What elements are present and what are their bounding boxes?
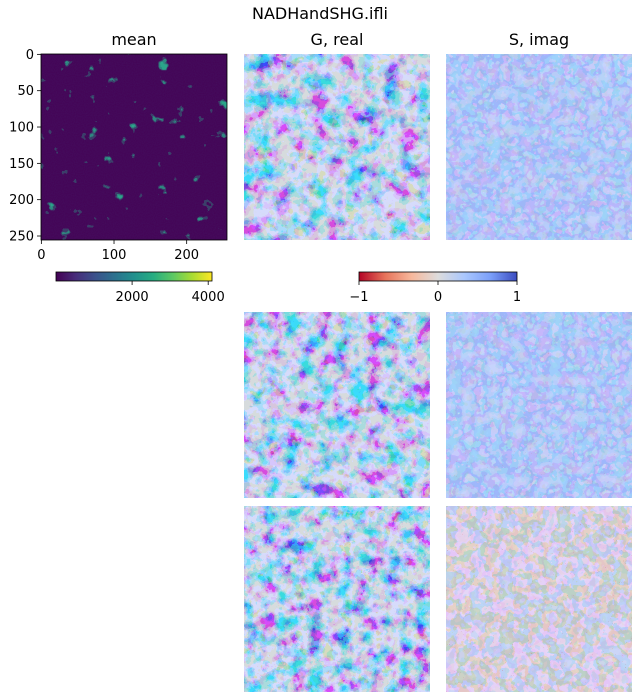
s-imag-heatmap-row3 bbox=[446, 506, 632, 692]
mean-ytick-label: 0 bbox=[26, 48, 34, 63]
phasor-colorbar-tick-label: −1 bbox=[349, 290, 368, 305]
mean-ytick-label: 250 bbox=[9, 230, 34, 245]
mean-heatmap-image bbox=[41, 54, 227, 240]
mean-xtick-label: 0 bbox=[37, 248, 45, 263]
mean-ytick-label: 50 bbox=[17, 84, 34, 99]
panel-g-real-row1: G, real bbox=[244, 30, 430, 240]
panel-title-g-real: G, real bbox=[311, 30, 364, 49]
mean-axes-frame bbox=[40, 53, 228, 241]
mean-colorbar-gradient bbox=[56, 272, 212, 281]
panel-title-mean: mean bbox=[111, 30, 156, 49]
g-real-heatmap-row3 bbox=[244, 506, 430, 692]
mean-colorbar-tick-label: 2000 bbox=[116, 290, 149, 305]
g-real-heatmap-row1 bbox=[244, 54, 430, 240]
mean-x-axis: 0 100 200 bbox=[37, 240, 199, 263]
mean-ytick-label: 100 bbox=[9, 121, 34, 136]
mean-colorbar-tick-label: 4000 bbox=[192, 290, 225, 305]
mean-colorbar: 2000 4000 bbox=[55, 271, 225, 305]
mean-xtick-label: 100 bbox=[102, 248, 127, 263]
mean-ytick-label: 150 bbox=[9, 157, 34, 172]
panel-mean: mean 0 50 100 150 200 250 0 100 200 bbox=[9, 30, 228, 263]
panel-title-s-imag: S, imag bbox=[509, 30, 569, 49]
s-imag-heatmap-row2 bbox=[446, 312, 632, 498]
g-real-heatmap-row2 bbox=[244, 312, 430, 498]
mean-colorbar-ticks: 2000 4000 bbox=[116, 281, 225, 305]
figure-title: NADHandSHG.ifli bbox=[252, 4, 388, 23]
s-imag-heatmap-row1 bbox=[446, 54, 632, 240]
phasor-colorbar-tick-label: 1 bbox=[513, 290, 521, 305]
mean-xtick-label: 200 bbox=[174, 248, 199, 263]
phasor-colorbar-ticks: −1 0 1 bbox=[349, 281, 521, 305]
mean-ytick-label: 200 bbox=[9, 193, 34, 208]
mean-colorbar-frame bbox=[55, 271, 213, 282]
phasor-colorbar-gradient bbox=[359, 272, 517, 281]
phasor-colorbar: −1 0 1 bbox=[349, 271, 521, 305]
phasor-colorbar-tick-label: 0 bbox=[434, 290, 442, 305]
mean-y-axis: 0 50 100 150 200 250 bbox=[9, 48, 41, 245]
panel-s-imag-row1: S, imag bbox=[446, 30, 632, 240]
